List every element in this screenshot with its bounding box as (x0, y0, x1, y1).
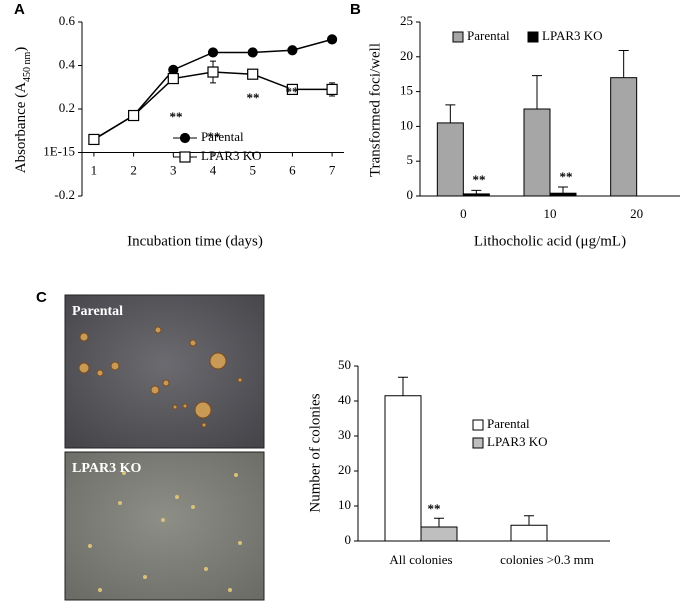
legend-label: LPAR3 KO (201, 148, 262, 163)
bar (436, 122, 464, 197)
bar (462, 193, 490, 197)
bar (420, 526, 458, 542)
marker (286, 83, 298, 96)
annotation: ** (286, 84, 299, 99)
x-tick-label: 0 (460, 206, 467, 221)
y-tick-label: 0 (345, 532, 352, 547)
micrograph-ko (64, 451, 265, 601)
x-axis-label: Incubation time (days) (127, 233, 263, 249)
error-bar (532, 75, 542, 109)
error-bar (434, 517, 444, 527)
y-label-text: ) (13, 47, 29, 52)
marker (88, 133, 100, 146)
y-tick-label: 0.4 (59, 56, 76, 71)
bar (384, 395, 422, 542)
y-tick-label: 15 (400, 83, 413, 98)
annotation: ** (170, 109, 183, 124)
marker (326, 34, 338, 45)
image-label: Parental (72, 304, 123, 319)
error-bar (618, 50, 629, 78)
legend-label: Parental (201, 129, 244, 144)
panel-label: B (350, 1, 361, 18)
y-tick-label: 20 (338, 462, 351, 477)
panel-label: A (14, 1, 25, 18)
y-tick-label: 5 (407, 152, 414, 167)
x-tick-label: 7 (329, 162, 336, 177)
marker (179, 132, 191, 144)
legend-label: Parental (467, 28, 510, 43)
colonies (78, 326, 243, 428)
legend-swatch (472, 419, 484, 431)
y-tick-label: 1E-15 (43, 143, 75, 158)
annotation: ** (247, 90, 260, 105)
annotation: ** (428, 501, 441, 516)
x-tick-label: 5 (249, 162, 256, 177)
bar (510, 524, 548, 542)
marker (287, 45, 298, 56)
marker (179, 151, 191, 163)
y-tick-label: 20 (400, 48, 413, 63)
x-tick-label: 3 (170, 162, 177, 177)
bar (523, 108, 551, 197)
y-axis-label: Number of colonies (307, 393, 323, 512)
legend-label: LPAR3 KO (542, 28, 603, 43)
marker (207, 66, 219, 78)
x-tick-label: All colonies (389, 552, 452, 567)
micrographs: Parental LPAR3 KO (64, 294, 265, 601)
x-tick-label: 10 (544, 206, 557, 221)
marker (247, 68, 259, 80)
annotation: ** (473, 172, 486, 187)
y-label-text: Absorbance (A (13, 82, 29, 173)
legend-swatch (452, 31, 464, 43)
marker (167, 72, 179, 85)
y-axis-label: Transformed foci/well (367, 43, 383, 177)
y-label-sub: 450 nm (22, 52, 33, 83)
y-tick-label: 10 (338, 497, 351, 512)
legend-label: LPAR3 KO (487, 434, 548, 449)
x-tick-label: 6 (289, 162, 296, 177)
bar (549, 192, 577, 197)
image-label: LPAR3 KO (72, 461, 141, 476)
legend-label: Parental (487, 416, 530, 431)
error-bar (524, 515, 534, 526)
marker (326, 83, 338, 96)
y-tick-label: 0.6 (59, 13, 76, 28)
colonies (88, 471, 242, 592)
y-tick-label: 0 (407, 187, 414, 202)
chart-panel: C 0 10 20 30 40 50 Number of colonies All coloni… (36, 289, 610, 567)
y-axis-label: Absorbance (A450 nm) (13, 47, 32, 174)
y-tick-label: 0.2 (59, 100, 75, 115)
chart-panel: A -0.2 1E-15 0.2 0.4 0.6 Absorbance (A450 nm) I… (13, 1, 344, 249)
error-bar (558, 186, 568, 194)
y-tick-label: 50 (338, 357, 351, 372)
error-bar (471, 189, 482, 194)
chart-panel: B 0 5 10 15 20 25 Transformed foci/well Lithocho… (350, 1, 680, 249)
x-tick-label: 4 (210, 162, 217, 177)
marker (207, 47, 219, 58)
annotation: ** (560, 169, 573, 184)
x-tick-label: colonies >0.3 mm (500, 552, 594, 567)
error-bar (398, 376, 408, 396)
marker (128, 109, 140, 122)
bar (610, 77, 638, 197)
legend-swatch (527, 31, 539, 43)
x-tick-label: 20 (630, 206, 643, 221)
y-tick-label: 25 (400, 13, 413, 28)
y-tick-label: 30 (338, 427, 351, 442)
x-axis-label: Lithocholic acid (μg/mL) (474, 233, 626, 249)
panel-label: C (36, 289, 47, 306)
x-tick-label: 1 (91, 162, 98, 177)
y-tick-label: 40 (338, 392, 351, 407)
y-tick-label: -0.2 (54, 187, 75, 202)
annotation: ** (208, 129, 221, 144)
x-tick-label: 2 (130, 162, 137, 177)
marker (247, 47, 258, 58)
legend-swatch (472, 437, 484, 449)
y-tick-label: 10 (400, 117, 413, 132)
error-bar (445, 104, 456, 123)
